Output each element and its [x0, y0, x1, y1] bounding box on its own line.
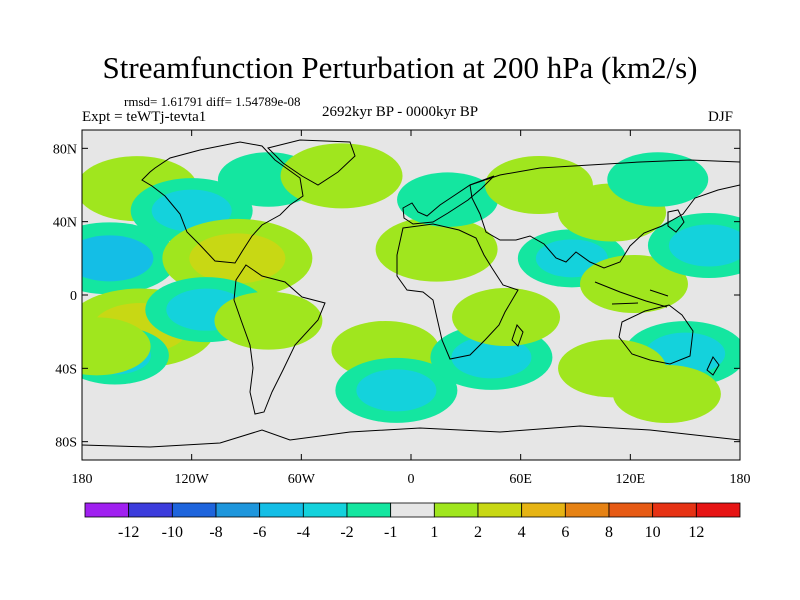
anomaly-core	[82, 327, 133, 366]
coastlines	[82, 139, 740, 448]
colorbar-swatch	[171, 502, 217, 518]
colorbar-swatch	[215, 502, 261, 518]
anomaly-core	[151, 189, 232, 232]
x-tick-label: 60W	[288, 472, 316, 487]
y-tick-label: 80S	[55, 436, 77, 451]
colorbar-swatch	[695, 502, 741, 518]
y-tick-label: 40N	[53, 216, 77, 231]
map-axes: 180 120W 60W 0 60E 120E 180 80N 40N 0 40S 80S	[53, 130, 751, 487]
x-tick-label: 120E	[616, 472, 646, 487]
anomaly-core	[630, 375, 703, 413]
colorbar-swatch	[521, 502, 566, 518]
colorbar-swatch	[302, 502, 348, 518]
colorbar-label: 2	[474, 524, 482, 541]
y-tick-label: 40S	[55, 362, 77, 377]
anomaly-core	[668, 224, 740, 267]
colorbar-label: 12	[688, 524, 704, 541]
anomaly-core	[396, 228, 477, 271]
x-tick-label: 180	[72, 472, 93, 487]
colorbar-swatch	[608, 502, 654, 518]
coast-africa	[396, 223, 519, 360]
anomaly-core	[451, 336, 532, 379]
coast-japan	[667, 209, 685, 233]
x-tick-label: 60E	[509, 472, 532, 487]
coast-indonesia	[594, 281, 669, 308]
anomaly-core	[502, 166, 575, 204]
coast-antarctica	[82, 425, 740, 448]
colorbar-label: 8	[605, 524, 613, 541]
x-tick-label: 180	[730, 472, 751, 487]
anomaly-core	[576, 193, 649, 232]
anomaly-fields	[82, 143, 740, 423]
rmsd-stats: rmsd= 1.61791 diff= 1.54789e-08	[124, 94, 301, 109]
season-label: DJF	[708, 109, 734, 125]
colorbar-label: -8	[209, 524, 222, 541]
colorbar-label: -2	[340, 524, 353, 541]
colorbar: -12 -10 -8 -6 -4 -2 -1 1 2 4 6 8 10 12	[84, 502, 741, 541]
anomaly-core	[232, 301, 305, 340]
anomaly-core	[82, 235, 154, 282]
colorbar-label: -6	[253, 524, 266, 541]
anomaly-core	[356, 369, 437, 412]
colorbar-label: 1	[430, 524, 438, 541]
colorbar-label: 4	[518, 524, 526, 541]
coast-south-america	[233, 264, 326, 415]
coast-australia	[618, 304, 694, 365]
colorbar-label: -1	[384, 524, 397, 541]
colorbar-swatch	[564, 502, 610, 518]
colorbar-swatch	[84, 502, 130, 518]
colorbar-swatch	[390, 502, 435, 518]
colorbar-swatch	[346, 502, 392, 518]
experiment-label: Expt = teWTj-tevta1	[82, 109, 207, 125]
y-tick-label: 0	[70, 289, 77, 304]
coast-europe	[402, 175, 495, 225]
coast-asia	[469, 159, 740, 269]
anomaly-core	[301, 154, 382, 197]
colorbar-label: 10	[645, 524, 661, 541]
anomaly-core	[470, 298, 543, 336]
colorbar-swatch	[652, 502, 697, 518]
coast-greenland	[267, 139, 356, 186]
chart-title: Streamfunction Perturbation at 200 hPa (…	[102, 50, 698, 85]
x-tick-label: 0	[408, 472, 415, 487]
coast-madagascar	[511, 324, 524, 347]
colorbar-swatch	[433, 502, 479, 518]
colorbar-swatch	[259, 502, 304, 518]
anomaly-core	[597, 265, 670, 303]
coast-north-america	[141, 141, 304, 264]
colorbar-label: -4	[297, 524, 310, 541]
colorbar-label: 6	[561, 524, 569, 541]
colorbar-label: -12	[118, 524, 139, 541]
coast-new-zealand	[706, 356, 720, 376]
colorbar-swatch	[477, 502, 523, 518]
colorbar-swatch	[128, 502, 173, 518]
anomaly-region	[607, 152, 709, 207]
x-tick-label: 120W	[175, 472, 210, 487]
colorbar-label: -10	[162, 524, 183, 541]
period-label: 2692kyr BP - 0000kyr BP	[322, 104, 479, 120]
y-tick-label: 80N	[53, 142, 77, 157]
